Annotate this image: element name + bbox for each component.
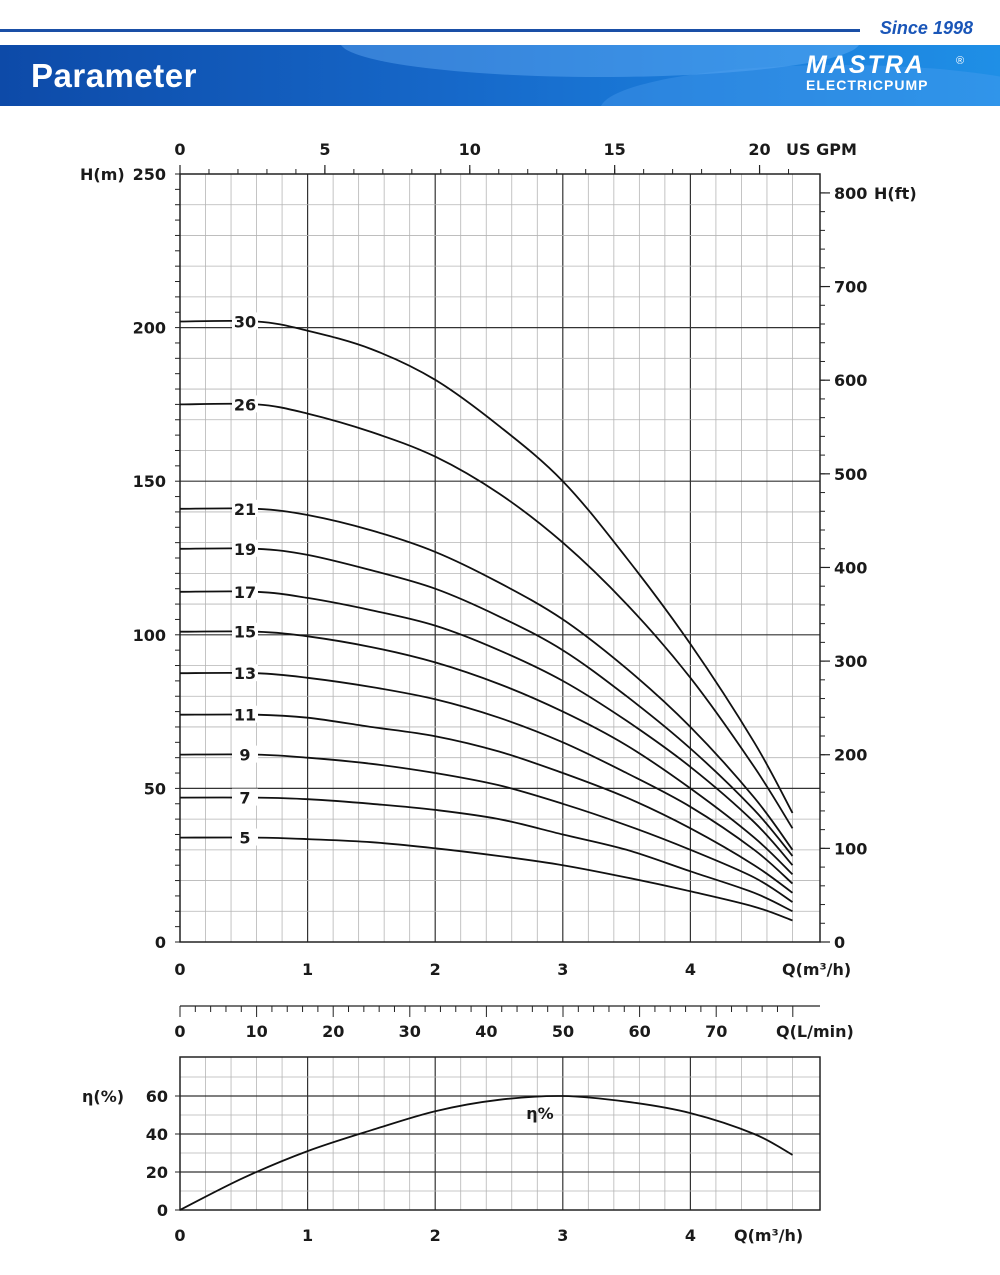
brand-logo: MASTRA ELECTRICPUMP ®	[806, 51, 964, 94]
eff-y-tick-label: 20	[146, 1163, 168, 1182]
head-curve-21	[179, 507, 794, 851]
lmin-tick-label: 0	[174, 1022, 185, 1041]
eff-y-tick-label: 60	[146, 1087, 168, 1106]
curve-label: 19	[234, 540, 256, 559]
y-tick-label: 50	[144, 779, 166, 798]
top-tick-label: 10	[459, 140, 481, 159]
y2-tick-label: 400	[834, 558, 867, 577]
eff-y-tick-label: 0	[157, 1201, 168, 1220]
plot-frame	[179, 173, 821, 943]
head-curve-15	[179, 630, 794, 876]
lmin-tick-label: 10	[245, 1022, 267, 1041]
curve-label: 7	[239, 789, 250, 808]
curve-label: 30	[234, 312, 256, 331]
eff-y-axis-label: η(%)	[82, 1087, 124, 1106]
curve-label-bg	[232, 828, 258, 846]
y-tick-label: 150	[133, 472, 166, 491]
y2-tick-label: 500	[834, 465, 867, 484]
y-axis-label: H(m)	[80, 165, 125, 184]
x-tick-label: 2	[430, 960, 441, 979]
x-axis-label: Q(m³/h)	[782, 960, 851, 979]
efficiency-annotation: η%	[526, 1104, 553, 1123]
eff-x-tick-label: 1	[302, 1226, 313, 1245]
y2-axis-label: H(ft)	[874, 184, 917, 203]
y2-tick-label: 600	[834, 371, 867, 390]
since-text: Since 1998	[879, 18, 973, 38]
logo-subtitle: ELECTRICPUMP	[806, 77, 929, 93]
eff-x-tick-label: 4	[685, 1226, 696, 1245]
head-curve-13	[179, 671, 794, 885]
curve-label-bg	[232, 664, 258, 682]
top-tick-label: 20	[748, 140, 770, 159]
y2-tick-label: 100	[834, 839, 867, 858]
lmin-tick-label: 50	[552, 1022, 574, 1041]
x-tick-label: 1	[302, 960, 313, 979]
curve-label: 11	[234, 706, 256, 725]
curve-label: 15	[234, 623, 256, 642]
x-tick-label: 0	[174, 960, 185, 979]
curve-label-bg	[232, 788, 258, 806]
curve-label: 17	[234, 583, 256, 602]
lmin-axis-label: Q(L/min)	[776, 1022, 854, 1041]
head-curve-7	[179, 796, 793, 913]
eff-x-tick-label: 0	[174, 1226, 185, 1245]
head-curve-9	[179, 753, 793, 903]
curve-label: 21	[234, 500, 256, 519]
curve-label-bg	[232, 539, 258, 557]
y-tick-label: 100	[133, 626, 166, 645]
head-curve-11	[179, 713, 794, 894]
curve-label: 5	[239, 829, 250, 848]
curve-label-bg	[232, 395, 258, 413]
head-curve-26	[179, 402, 794, 829]
y-tick-label: 250	[133, 165, 166, 184]
title-banner: Parameter MASTRA ELECTRICPUMP ®	[0, 45, 1000, 106]
curve-label-bg	[232, 622, 258, 640]
curve-label-bg	[232, 705, 258, 723]
lmin-tick-label: 40	[475, 1022, 497, 1041]
curve-label: 13	[234, 664, 256, 683]
lmin-tick-label: 20	[322, 1022, 344, 1041]
head-curve-17	[179, 590, 794, 866]
curve-label: 26	[234, 395, 256, 414]
head-curve-5	[179, 836, 793, 922]
top-axis-label: US GPM	[786, 140, 857, 159]
curve-label-bg	[232, 582, 258, 600]
eff-x-tick-label: 2	[430, 1226, 441, 1245]
lmin-tick-label: 60	[628, 1022, 650, 1041]
eff-x-tick-label: 3	[557, 1226, 568, 1245]
lmin-tick-label: 70	[705, 1022, 727, 1041]
eff-y-tick-label: 40	[146, 1125, 168, 1144]
eff-x-axis-label: Q(m³/h)	[734, 1226, 803, 1245]
x-tick-label: 3	[557, 960, 568, 979]
curve-label: 9	[239, 746, 250, 765]
top-tick-label: 15	[604, 140, 626, 159]
page-title: Parameter	[31, 57, 197, 94]
lmin-tick-label: 30	[399, 1022, 421, 1041]
head-curve-19	[179, 547, 794, 857]
top-tick-label: 0	[174, 140, 185, 159]
y-tick-label: 200	[133, 319, 166, 338]
registered-icon: ®	[956, 55, 965, 67]
header-rule	[0, 29, 860, 32]
efficiency-curve	[179, 1095, 793, 1211]
logo-mark: MASTRA	[806, 51, 925, 79]
x-tick-label: 4	[685, 960, 696, 979]
y2-tick-label: 300	[834, 652, 867, 671]
y2-tick-label: 200	[834, 746, 867, 765]
curve-label-bg	[232, 745, 258, 763]
y2-tick-label: 700	[834, 278, 867, 297]
y2-tick-label: 0	[834, 933, 845, 952]
y-tick-label: 0	[155, 933, 166, 952]
curve-label-bg	[232, 499, 258, 517]
y2-tick-label: 800	[834, 184, 867, 203]
top-tick-label: 5	[319, 140, 330, 159]
curve-label-bg	[232, 312, 258, 330]
head-curve-30	[179, 319, 794, 814]
